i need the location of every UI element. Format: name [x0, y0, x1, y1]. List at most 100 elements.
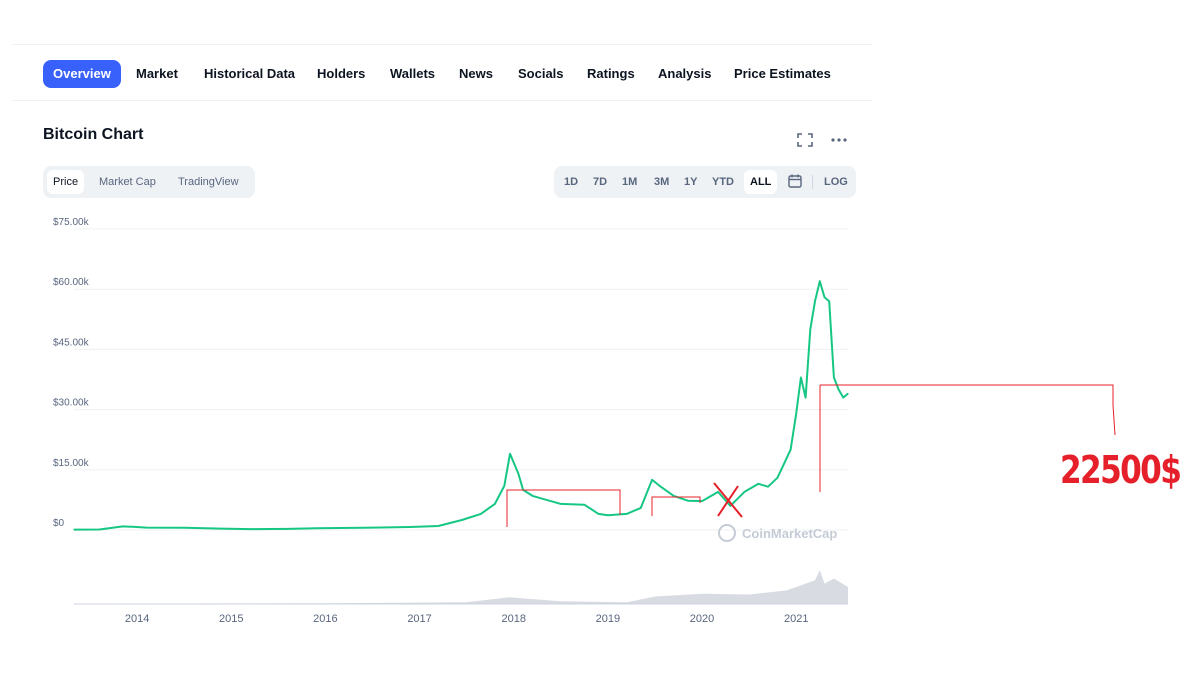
price-point	[409, 526, 411, 528]
price-point	[833, 376, 835, 379]
range-log[interactable]: LOG	[824, 176, 848, 188]
toggle-market-cap[interactable]: Market Cap	[99, 176, 156, 188]
tab-historical-data[interactable]: Historical Data	[204, 66, 296, 81]
price-point	[651, 479, 653, 481]
watermark: CoinMarketCap	[742, 526, 837, 541]
price-point	[131, 526, 133, 528]
range-3m[interactable]: 3M	[654, 176, 670, 188]
calendar-icon[interactable]	[784, 170, 806, 194]
price-point	[249, 528, 251, 530]
y-tick-label: $45.00k	[53, 337, 90, 348]
tab-market[interactable]: Market	[136, 66, 178, 81]
y-tick-label: $15.00k	[53, 458, 90, 469]
price-point	[503, 485, 505, 487]
price-point	[221, 528, 223, 530]
price-point	[532, 495, 534, 497]
price-point	[626, 513, 628, 515]
tab-ratings[interactable]: Ratings	[587, 66, 635, 81]
chart-title: Bitcoin Chart	[43, 126, 144, 143]
price-point	[819, 280, 821, 282]
price-point	[800, 376, 802, 379]
x-tick-label: 2021	[784, 613, 808, 625]
price-point	[842, 397, 844, 399]
tab-socials[interactable]: Socials	[518, 66, 564, 81]
price-point	[461, 519, 463, 521]
toggle-price[interactable]: Price	[47, 170, 85, 194]
range-all[interactable]: ALL	[744, 170, 778, 194]
y-tick-label: $60.00k	[53, 277, 90, 288]
price-point	[790, 449, 792, 451]
price-line	[73, 280, 849, 531]
price-point	[517, 473, 520, 475]
price-point	[687, 500, 689, 502]
annotation-cross-stroke	[717, 485, 739, 517]
price-point	[362, 527, 364, 529]
time-range-selector: 1D 7D 1M 3M 1Y YTD ALL LOG	[554, 166, 856, 198]
watermark-logo	[718, 524, 736, 542]
annotation-label: 22500$	[1060, 448, 1182, 492]
fullscreen-icon[interactable]	[794, 130, 816, 150]
chart-type-toggle: Price Market Cap TradingView	[43, 166, 255, 198]
tab-news[interactable]: News	[459, 66, 493, 81]
price-point	[795, 413, 797, 415]
more-options-icon[interactable]	[828, 130, 850, 150]
price-point	[494, 503, 496, 505]
x-tick-label: 2020	[690, 613, 714, 625]
range-1m[interactable]: 1M	[622, 176, 638, 188]
price-point	[640, 507, 642, 509]
price-point	[183, 527, 185, 529]
top-divider	[12, 44, 872, 45]
x-tick-label: 2014	[125, 613, 149, 625]
x-tick-label: 2019	[596, 613, 620, 625]
price-point	[73, 529, 75, 531]
x-tick-label: 2017	[407, 613, 431, 625]
price-point	[315, 527, 317, 529]
main-tabs: Overview Market Historical Data Holders …	[12, 58, 872, 101]
tab-price-estimates[interactable]: Price Estimates	[734, 66, 831, 81]
price-point	[509, 453, 511, 455]
price-point	[673, 495, 675, 497]
y-tick-label: $30.00k	[53, 398, 90, 409]
x-tick-label: 2016	[313, 613, 337, 625]
tab-analysis[interactable]: Analysis	[658, 66, 712, 81]
price-point	[480, 513, 482, 515]
price-point	[583, 504, 586, 506]
price-point	[776, 477, 779, 479]
annotation-pointer	[820, 384, 1116, 436]
price-point	[814, 300, 816, 302]
range-1d[interactable]: 1D	[564, 176, 579, 188]
tab-holders[interactable]: Holders	[317, 66, 366, 81]
price-point	[838, 388, 840, 391]
price-point	[805, 397, 807, 399]
price-point	[659, 485, 661, 487]
price-point	[437, 525, 439, 527]
annotation-box-2018	[506, 489, 621, 527]
price-point	[783, 463, 785, 465]
x-tick-label: 2015	[219, 613, 243, 625]
price-point	[122, 525, 124, 528]
range-divider	[812, 175, 813, 189]
price-point	[98, 528, 100, 531]
price-point	[546, 499, 548, 501]
range-1y[interactable]: 1Y	[684, 176, 698, 188]
price-point	[717, 491, 719, 493]
tab-wallets[interactable]: Wallets	[390, 66, 436, 81]
range-7d[interactable]: 7D	[593, 176, 608, 188]
price-point	[757, 483, 760, 485]
price-point	[823, 296, 826, 298]
price-point	[701, 500, 703, 502]
price-point	[145, 527, 148, 529]
y-tick-label: $0	[53, 518, 65, 529]
price-point	[729, 505, 731, 507]
tab-overview[interactable]: Overview	[43, 60, 121, 88]
x-tick-label: 2018	[501, 613, 525, 625]
price-point	[597, 513, 600, 515]
price-point	[607, 514, 609, 516]
range-ytd[interactable]: YTD	[712, 176, 734, 188]
price-point	[828, 300, 830, 302]
price-point	[287, 528, 289, 530]
y-tick-label: $75.00k	[53, 217, 90, 228]
toggle-tradingview[interactable]: TradingView	[178, 176, 239, 188]
price-point	[809, 328, 811, 330]
